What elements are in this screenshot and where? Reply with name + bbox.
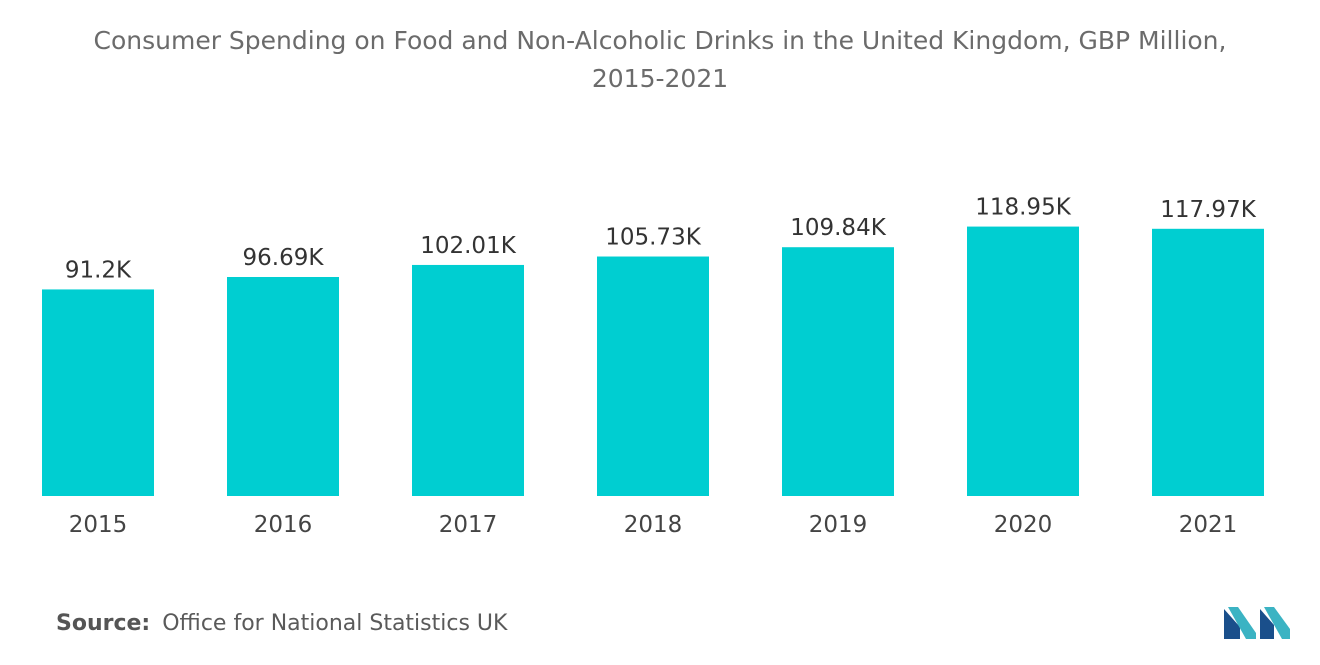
data-label-2020: 118.95K — [975, 195, 1071, 221]
chart-title-main: Consumer Spending on Food and Non-Alcoho… — [93, 26, 1227, 55]
source-line: Source: Office for National Statistics UK — [56, 611, 507, 636]
bar-chart: 91.2K 2015 96.69K 2016 102.01K 2017 105.73K 201… — [42, 195, 1264, 538]
bar-2019 — [782, 247, 894, 496]
data-label-2018: 105.73K — [605, 225, 701, 251]
bar-2015 — [42, 289, 154, 496]
x-tick-label-2015: 2015 — [69, 512, 128, 538]
source-text: Office for National Statistics UK — [162, 611, 508, 636]
chart-subtitle: 2015-2021 — [591, 64, 729, 93]
bar-2018 — [597, 256, 709, 496]
bar-2021 — [1152, 228, 1264, 496]
data-label-2021: 117.97K — [1160, 197, 1256, 223]
source-label: Source: — [56, 611, 151, 636]
mordor-intelligence-logo-icon — [1224, 607, 1290, 639]
x-tick-label-2018: 2018 — [624, 512, 683, 538]
x-tick-label-2020: 2020 — [994, 512, 1053, 538]
data-label-2019: 109.84K — [790, 215, 886, 241]
x-tick-label-2017: 2017 — [439, 512, 498, 538]
x-tick-label-2019: 2019 — [809, 512, 868, 538]
data-label-2016: 96.69K — [243, 245, 325, 271]
bar-2020 — [967, 226, 1079, 496]
chart-title: Consumer Spending on Food and Non-Alcoho… — [0, 22, 1320, 98]
x-tick-label-2021: 2021 — [1179, 512, 1238, 538]
x-tick-label-2016: 2016 — [254, 512, 313, 538]
data-label-2017: 102.01K — [420, 233, 516, 259]
bar-2016 — [227, 276, 339, 496]
data-label-2015: 91.2K — [65, 257, 132, 283]
bar-2017 — [412, 264, 524, 496]
